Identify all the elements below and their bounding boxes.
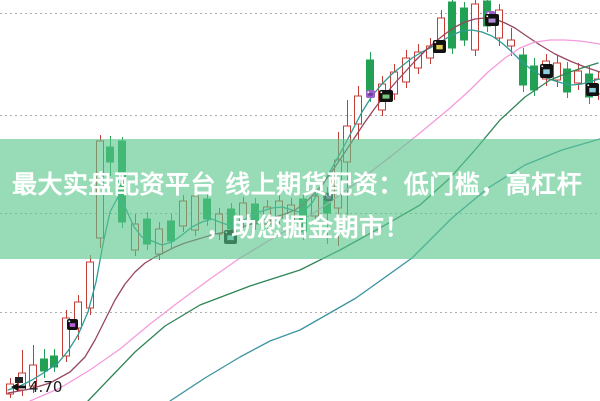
candle-body-down (519, 54, 527, 86)
signal-marker-dot (380, 91, 383, 94)
price-label-group: 4.70 (10, 378, 62, 396)
candle-body-down (563, 68, 571, 93)
candle-body-up (354, 95, 362, 125)
signal-marker-glyph (368, 93, 373, 96)
candle-body-up (414, 51, 422, 69)
candle-body-up (86, 261, 94, 309)
candle-body-up (553, 62, 561, 81)
candle-body-up (62, 317, 70, 357)
signal-marker-dot (434, 41, 437, 44)
signal-marker-glyph (436, 44, 443, 50)
flag-icon (15, 377, 23, 383)
left-arrow-icon (11, 383, 26, 391)
candle-body-up (507, 39, 515, 47)
promo-text-line-2: ，助您掘金期市！ (206, 213, 411, 242)
signal-marker-dot (68, 320, 71, 323)
signal-marker-dot (367, 91, 370, 94)
signal-marker-dot (541, 65, 544, 68)
signal-marker-glyph (589, 87, 596, 93)
signal-marker-glyph (543, 69, 550, 75)
price-label: 4.70 (29, 378, 63, 396)
signal-marker-glyph (69, 323, 76, 327)
promo-overlay-banner[interactable]: 最大实盘配资平台 线上期货配资：低门槛，高杠杆 ，助您掘金期市！ (0, 139, 600, 259)
candle-body-up (471, 3, 479, 51)
signal-marker-glyph (488, 18, 496, 23)
candle-body-down (448, 1, 456, 49)
signal-marker-dot (486, 15, 489, 18)
promo-text-line-1: 最大实盘配资平台 线上期货配资：低门槛，高杠杆 (12, 170, 583, 199)
candle-body-up (574, 70, 582, 84)
signal-marker-dot (587, 84, 590, 87)
candle-body-down (530, 65, 538, 91)
signal-marker-glyph (382, 94, 390, 99)
candle-body-down (40, 358, 48, 372)
candle-body-up (29, 364, 37, 387)
signal-marker-dot (487, 12, 490, 15)
candle-body-down (50, 355, 58, 368)
